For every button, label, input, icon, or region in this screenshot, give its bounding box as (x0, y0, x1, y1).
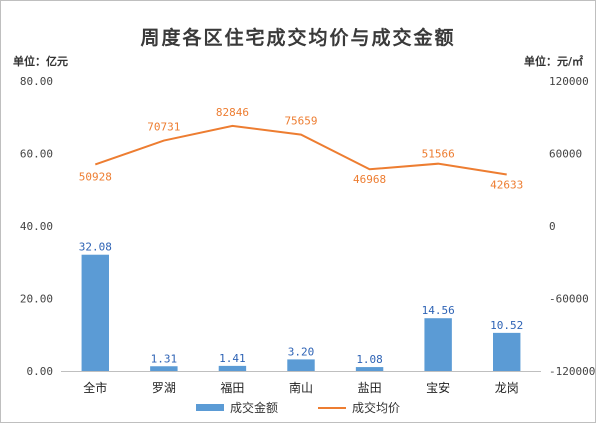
line-value-label: 50928 (79, 170, 112, 183)
legend-label-price: 成交均价 (352, 401, 401, 415)
right-axis-unit: 单位：元/㎡ (523, 55, 583, 68)
legend-label-amount: 成交金额 (229, 401, 278, 415)
category-label: 罗湖 (152, 380, 176, 395)
left-tick-label: 80.00 (20, 75, 53, 88)
bar-value-label: 3.20 (288, 345, 315, 358)
bar-南山 (287, 359, 315, 371)
bar-盐田 (355, 367, 384, 371)
right-tick-label: 60000 (549, 148, 582, 161)
category-label: 盐田 (358, 381, 382, 395)
bar-value-label: 10.52 (490, 319, 523, 332)
legend-item-amount: 成交金额 (195, 399, 278, 416)
right-tick-label: 0 (549, 220, 556, 233)
category-label: 宝安 (426, 380, 450, 395)
bar-value-label: 1.31 (151, 352, 178, 365)
right-tick-label: -120000 (549, 365, 595, 378)
chart-legend: 成交金额 成交均价 (1, 399, 595, 416)
bar-福田 (218, 365, 247, 371)
bar-宝安 (424, 318, 452, 371)
left-axis-unit: 单位：亿元 (13, 55, 68, 68)
legend-item-price: 成交均价 (318, 399, 400, 416)
right-tick-label: -60000 (549, 293, 589, 306)
chart-title: 周度各区住宅成交均价与成交金额 (140, 27, 456, 49)
legend-swatch-line (318, 406, 346, 409)
category-label: 南山 (289, 380, 313, 395)
left-tick-label: 60.00 (20, 148, 53, 161)
left-tick-label: 40.00 (20, 220, 53, 233)
bar-value-label: 1.08 (356, 353, 383, 366)
line-value-label: 46968 (353, 173, 386, 186)
line-value-label: 70731 (147, 121, 180, 134)
bar-value-label: 1.41 (219, 352, 246, 365)
line-value-label: 75659 (284, 115, 317, 128)
bar-龙岗 (493, 332, 521, 371)
bar-罗湖 (150, 366, 178, 371)
price-line (94, 124, 507, 176)
line-value-label: 82846 (216, 106, 249, 119)
bar-value-label: 14.56 (422, 304, 455, 317)
line-value-label: 42633 (490, 178, 523, 191)
bar-全市 (81, 254, 109, 371)
left-tick-label: 20.00 (20, 293, 53, 306)
legend-swatch-bar (195, 404, 224, 411)
category-label: 龙岗 (495, 381, 519, 395)
bar-value-label: 32.08 (79, 241, 112, 254)
category-label: 福田 (220, 380, 244, 395)
right-tick-label: 120000 (549, 75, 589, 88)
line-value-label: 51566 (422, 148, 455, 161)
category-label: 全市 (83, 380, 107, 395)
left-tick-label: 0.00 (27, 365, 54, 378)
